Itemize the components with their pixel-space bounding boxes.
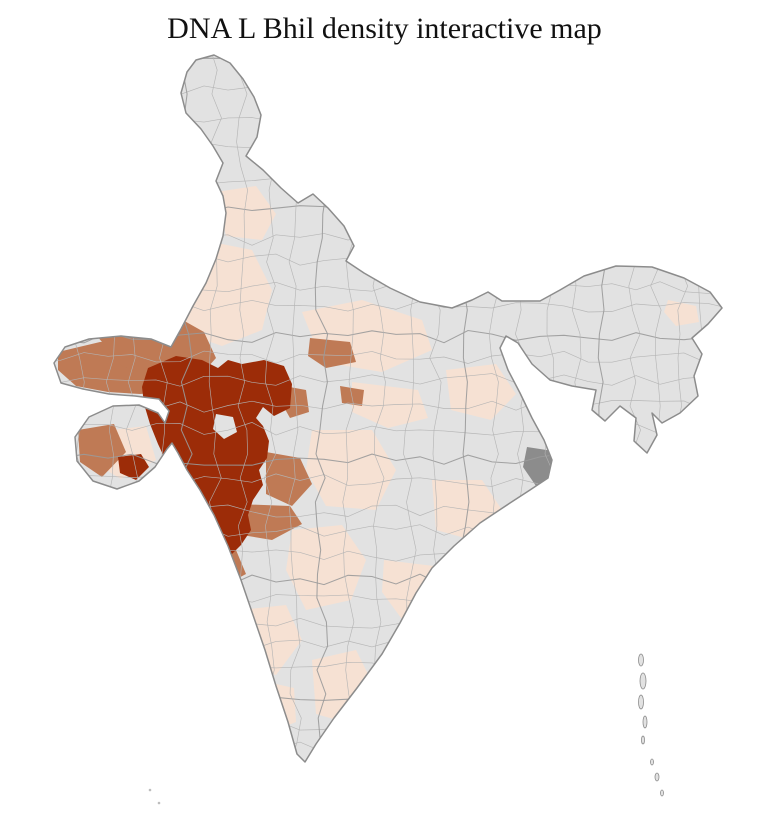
- island[interactable]: [157, 801, 161, 805]
- island[interactable]: [660, 789, 664, 797]
- district-region-low-6[interactable]: [286, 525, 366, 610]
- district-regions-high: [118, 356, 292, 557]
- district-region-high-core[interactable]: [142, 356, 292, 557]
- island[interactable]: [638, 694, 644, 710]
- island[interactable]: [639, 672, 647, 690]
- district-region-low-10[interactable]: [446, 364, 516, 420]
- andaman-nicobar-islands[interactable]: [638, 653, 664, 797]
- island[interactable]: [638, 653, 644, 667]
- district-region-low-2[interactable]: [216, 186, 276, 240]
- district-region-medium-5[interactable]: [266, 452, 312, 506]
- island[interactable]: [650, 758, 654, 766]
- district-region-low-13[interactable]: [263, 682, 296, 730]
- district-region-nodata-hole[interactable]: [213, 414, 237, 439]
- lakshadweep-islands[interactable]: [148, 788, 161, 805]
- island[interactable]: [654, 772, 660, 782]
- district-region-medium-3[interactable]: [78, 424, 126, 477]
- island[interactable]: [642, 715, 648, 729]
- district-region-medium-6[interactable]: [236, 504, 302, 540]
- district-region-low-5[interactable]: [306, 430, 396, 510]
- district-region-medium-8[interactable]: [308, 338, 356, 368]
- island[interactable]: [148, 788, 152, 792]
- page-title: DNA L Bhil density interactive map: [167, 12, 602, 45]
- district-region-low-12[interactable]: [664, 300, 699, 326]
- district-region-high-2[interactable]: [118, 454, 149, 480]
- island[interactable]: [641, 735, 645, 745]
